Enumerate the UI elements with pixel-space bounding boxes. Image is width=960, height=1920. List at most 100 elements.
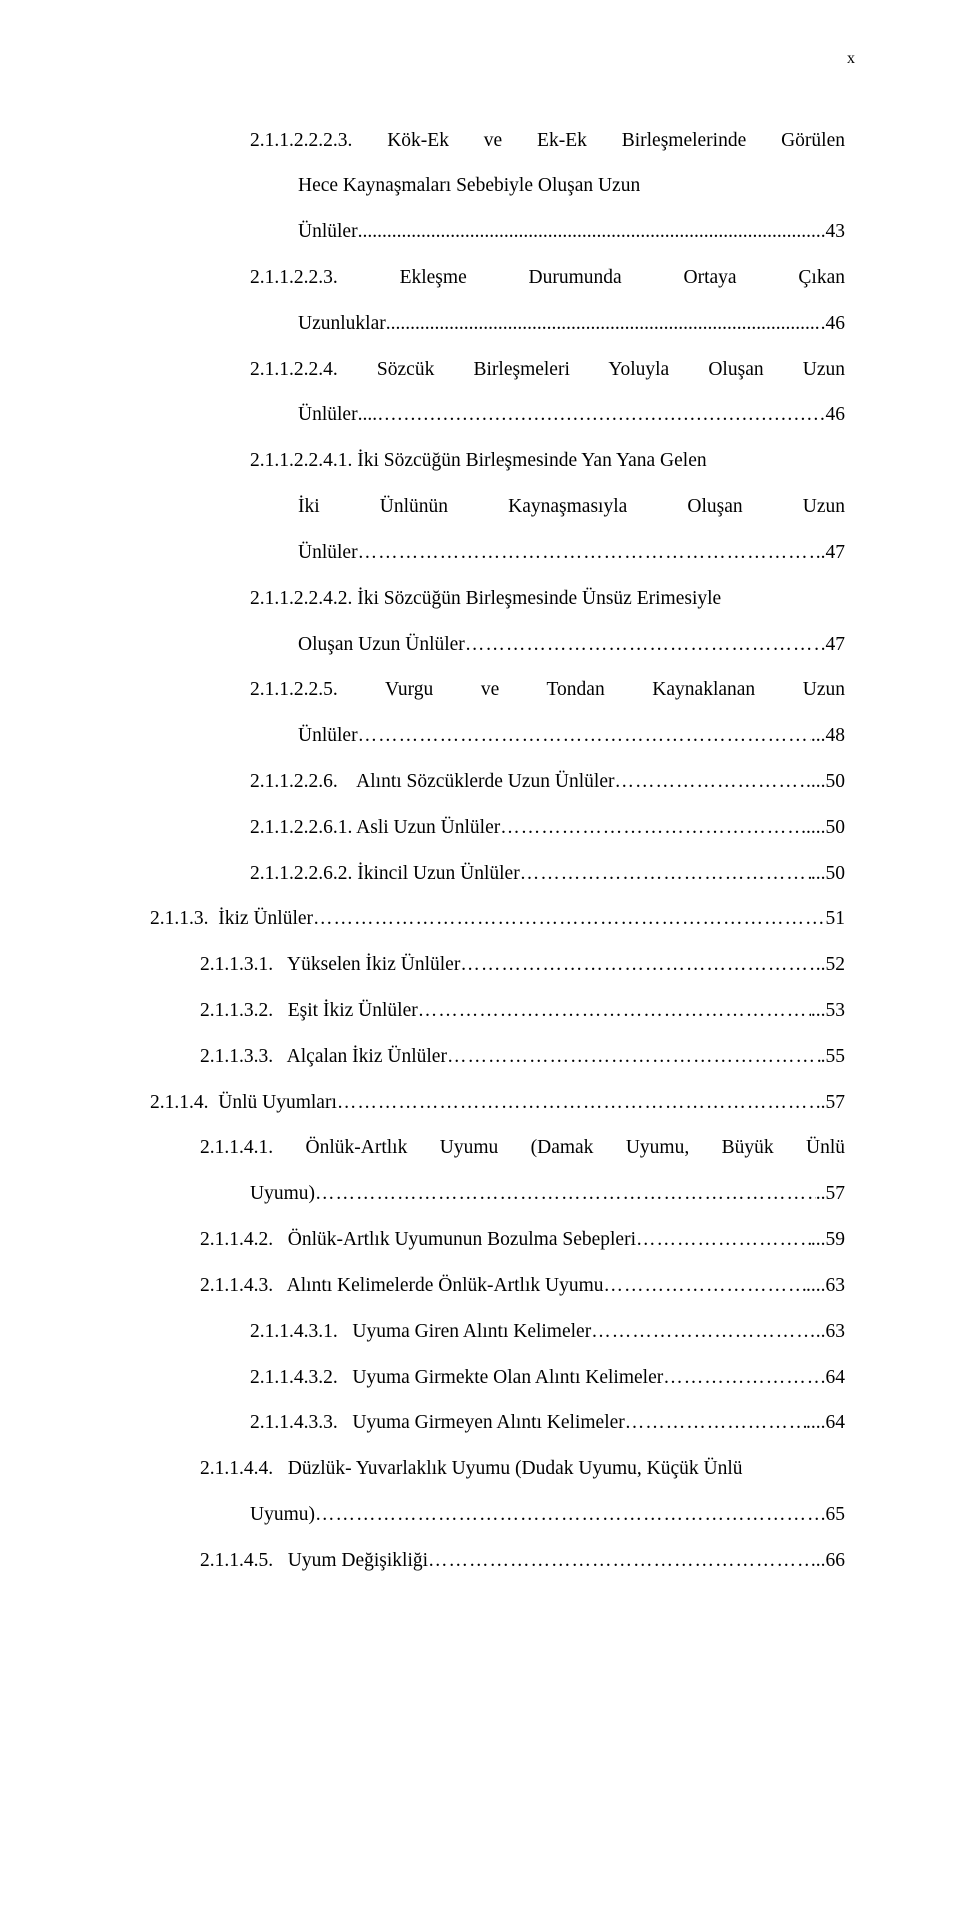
toc-label: 2.1.1.2.2.6.1. Asli Uzun Ünlüler — [250, 805, 500, 851]
toc-entry: Uyumu) ..57 — [150, 1171, 845, 1217]
toc-page: ..57 — [816, 1080, 845, 1126]
toc-leader — [663, 1355, 825, 1401]
toc-entry: 2.1.1.4.3. Alıntı Kelimelerde Önlük-Artl… — [150, 1263, 845, 1309]
toc-entry: Ünlüler 43 — [150, 209, 845, 255]
toc-entry: 2.1.1.2.2.5. Vurgu ve Tondan Kaynaklanan… — [150, 667, 845, 713]
toc-label: 2.1.1.4.3.2. Uyuma Girmekte Olan Alıntı … — [250, 1355, 663, 1401]
toc-leader — [315, 1171, 816, 1217]
toc-page: .55 — [821, 1034, 845, 1080]
toc-entry: 2.1.1.4.5. Uyum Değişikliği ..66 — [150, 1538, 845, 1584]
toc-label: Uzunluklar — [298, 301, 386, 347]
toc-leader — [465, 622, 826, 668]
toc-page: ..52 — [816, 942, 845, 988]
toc-entry: 2.1.1.4.1. Önlük-Artlık Uyumu (Damak Uyu… — [150, 1125, 845, 1171]
toc-label: 2.1.1.4.2. Önlük-Artlık Uyumunun Bozulma… — [200, 1217, 636, 1263]
toc-page: ....63 — [806, 1263, 845, 1309]
toc-page: ....64 — [806, 1400, 845, 1446]
toc-entry: 2.1.1.2.2.4. Sözcük Birleşmeleri Yoluyla… — [150, 347, 845, 393]
toc-page: 47 — [826, 622, 846, 668]
toc-leader — [386, 301, 821, 347]
toc-label: Uyumu) — [250, 1492, 315, 1538]
toc-entry: 2.1.1.2.2.3. Ekleşme Durumunda Ortaya Çı… — [150, 255, 845, 301]
toc-entry: Oluşan Uzun Ünlüler 47 — [150, 622, 845, 668]
page-marker: x — [150, 40, 855, 78]
toc-entry: 2.1.1.3.3. Alçalan İkiz Ünlüler .55 — [150, 1034, 845, 1080]
toc-entry: 2.1.1.2.2.4.2. İki Sözcüğün Birleşmesind… — [150, 576, 845, 622]
toc-entry: Ünlüler 46 — [150, 392, 845, 438]
toc-page: ..63 — [816, 1309, 845, 1355]
toc-entry: 2.1.1.3. İkiz Ünlüler51 — [150, 896, 845, 942]
toc-entry: 2.1.1.2.2.4.1. İki Sözcüğün Birleşmesind… — [150, 438, 845, 484]
toc-page: 46 — [826, 392, 846, 438]
toc-entry: 2.1.1.4.2. Önlük-Artlık Uyumunun Bozulma… — [150, 1217, 845, 1263]
toc-leader — [604, 1263, 807, 1309]
toc-leader — [358, 530, 816, 576]
toc-label: 2.1.1.3.2. Eşit İkiz Ünlüler — [200, 988, 418, 1034]
toc-leader — [313, 896, 825, 942]
toc-page: ...53 — [811, 988, 845, 1034]
toc-label: Ünlüler — [298, 209, 358, 255]
toc-page: 64 — [826, 1355, 846, 1401]
toc-label: Ünlüler — [298, 530, 358, 576]
toc-entry: 2.1.1.4. Ünlü Uyumları ..57 — [150, 1080, 845, 1126]
toc-label: 2.1.1.2.2.6. Alıntı Sözcüklerde Uzun Ünl… — [250, 759, 614, 805]
toc-entry: 2.1.1.2.2.6. Alıntı Sözcüklerde Uzun Ünl… — [150, 759, 845, 805]
toc-leader — [500, 805, 801, 851]
toc-entry: 2.1.1.3.1. Yükselen İkiz Ünlüler ..52 — [150, 942, 845, 988]
toc-leader — [625, 1400, 806, 1446]
toc-page: ..57 — [816, 1171, 845, 1217]
toc-entry: 2.1.1.4.3.3. Uyuma Girmeyen Alıntı Kelim… — [150, 1400, 845, 1446]
toc-leader — [358, 392, 826, 438]
toc-label: 2.1.1.2.2.4.1. İki Sözcüğün Birleşmesind… — [250, 438, 707, 484]
toc-label: 2.1.1.3.1. Yükselen İkiz Ünlüler — [200, 942, 460, 988]
toc-entry: 2.1.1.2.2.6.1. Asli Uzun Ünlüler .....50 — [150, 805, 845, 851]
toc-page: ...50 — [811, 851, 845, 897]
table-of-contents: 2.1.1.2.2.2.3. Kök-Ek ve Ek-Ek Birleşmel… — [150, 118, 845, 1584]
toc-page: ..66 — [816, 1538, 845, 1584]
toc-label: 2.1.1.3. İkiz Ünlüler — [150, 896, 313, 942]
toc-entry: Ünlüler ...48 — [150, 713, 845, 759]
toc-entry: 2.1.1.2.2.2.3. Kök-Ek ve Ek-Ek Birleşmel… — [150, 118, 845, 164]
toc-label: Ünlüler — [298, 392, 358, 438]
toc-leader — [428, 1538, 816, 1584]
toc-leader — [520, 851, 811, 897]
toc-entry: 2.1.1.4.4. Düzlük- Yuvarlaklık Uyumu (Du… — [150, 1446, 845, 1492]
toc-label: 2.1.1.2.2.6.2. İkincil Uzun Ünlüler — [250, 851, 520, 897]
toc-entry: 2.1.1.4.3.1. Uyuma Giren Alıntı Kelimele… — [150, 1309, 845, 1355]
toc-leader — [636, 1217, 811, 1263]
toc-leader — [418, 988, 811, 1034]
toc-leader — [358, 209, 826, 255]
toc-page: ...48 — [811, 713, 845, 759]
toc-page: ..47 — [816, 530, 845, 576]
toc-page: .65 — [821, 1492, 845, 1538]
toc-leader — [591, 1309, 816, 1355]
toc-entry: Uzunluklar .46 — [150, 301, 845, 347]
toc-page: .46 — [821, 301, 845, 347]
toc-page: ....50 — [806, 759, 845, 805]
toc-label: 2.1.1.4.3. Alıntı Kelimelerde Önlük-Artl… — [200, 1263, 604, 1309]
toc-leader — [358, 713, 811, 759]
toc-entry: 2.1.1.3.2. Eşit İkiz Ünlüler ...53 — [150, 988, 845, 1034]
toc-leader — [614, 759, 806, 805]
toc-entry: Ünlüler ..47 — [150, 530, 845, 576]
toc-leader — [447, 1034, 821, 1080]
toc-page: .....50 — [801, 805, 845, 851]
toc-label: Uyumu) — [250, 1171, 315, 1217]
toc-label: 2.1.1.4.4. Düzlük- Yuvarlaklık Uyumu (Du… — [200, 1446, 743, 1492]
toc-leader — [460, 942, 815, 988]
toc-leader — [315, 1492, 821, 1538]
toc-label: Oluşan Uzun Ünlüler — [298, 622, 465, 668]
toc-label: Hece Kaynaşmaları Sebebiyle Oluşan Uzun — [298, 163, 640, 209]
toc-label: Ünlüler — [298, 713, 358, 759]
toc-entry: 2.1.1.4.3.2. Uyuma Girmekte Olan Alıntı … — [150, 1355, 845, 1401]
toc-label: 2.1.1.4. Ünlü Uyumları — [150, 1080, 337, 1126]
toc-entry: 2.1.1.2.2.6.2. İkincil Uzun Ünlüler ...50 — [150, 851, 845, 897]
toc-entry: Uyumu) .65 — [150, 1492, 845, 1538]
toc-page: 43 — [826, 209, 846, 255]
toc-label: 2.1.1.4.3.1. Uyuma Giren Alıntı Kelimele… — [250, 1309, 591, 1355]
toc-entry: İki Ünlünün Kaynaşmasıyla Oluşan Uzun — [150, 484, 845, 530]
toc-label: 2.1.1.4.5. Uyum Değişikliği — [200, 1538, 428, 1584]
toc-label: 2.1.1.3.3. Alçalan İkiz Ünlüler — [200, 1034, 447, 1080]
toc-label: 2.1.1.4.3.3. Uyuma Girmeyen Alıntı Kelim… — [250, 1400, 625, 1446]
toc-leader — [337, 1080, 816, 1126]
